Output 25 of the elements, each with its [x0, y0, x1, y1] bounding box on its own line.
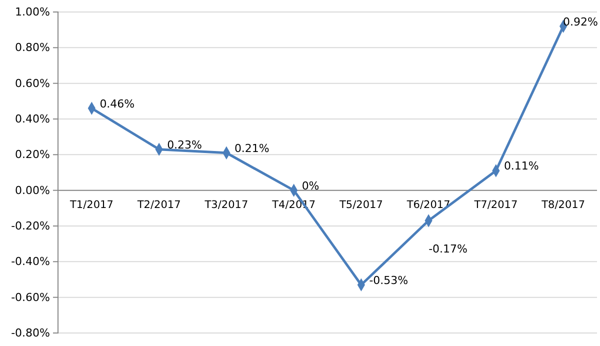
y-tick-label: 0.60%: [15, 76, 50, 90]
x-tick-label: T2/2017: [136, 198, 181, 211]
x-tick-label: T3/2017: [204, 198, 248, 211]
y-tick-label: 0.20%: [15, 148, 50, 162]
x-tick-label: T6/2017: [406, 198, 450, 211]
y-tick-label: 0.80%: [15, 41, 50, 54]
data-label: 0.11%: [504, 160, 539, 173]
y-tick-label: -0.20%: [11, 220, 50, 233]
data-label: 0.21%: [234, 142, 270, 155]
data-label: 0.23%: [167, 138, 202, 152]
y-tick-label: -0.40%: [11, 255, 50, 268]
x-tick-label: T1/2017: [69, 198, 114, 211]
x-tick-label: T5/2017: [338, 198, 383, 211]
data-label: 0%: [302, 179, 320, 192]
x-tick-label: T7/2017: [473, 198, 518, 211]
y-tick-label: 0.00%: [15, 184, 50, 197]
y-tick-label: -0.80%: [11, 326, 50, 340]
data-label: -0.53%: [369, 274, 408, 287]
data-label: 0.92%: [563, 15, 598, 28]
data-label: 0.46%: [100, 97, 135, 110]
y-tick-label: -0.60%: [11, 290, 50, 304]
y-tick-label: 1.00%: [15, 6, 50, 19]
x-tick-label: T8/2017: [540, 198, 585, 211]
y-tick-label: 0.40%: [15, 112, 50, 126]
data-label: -0.17%: [428, 242, 468, 256]
